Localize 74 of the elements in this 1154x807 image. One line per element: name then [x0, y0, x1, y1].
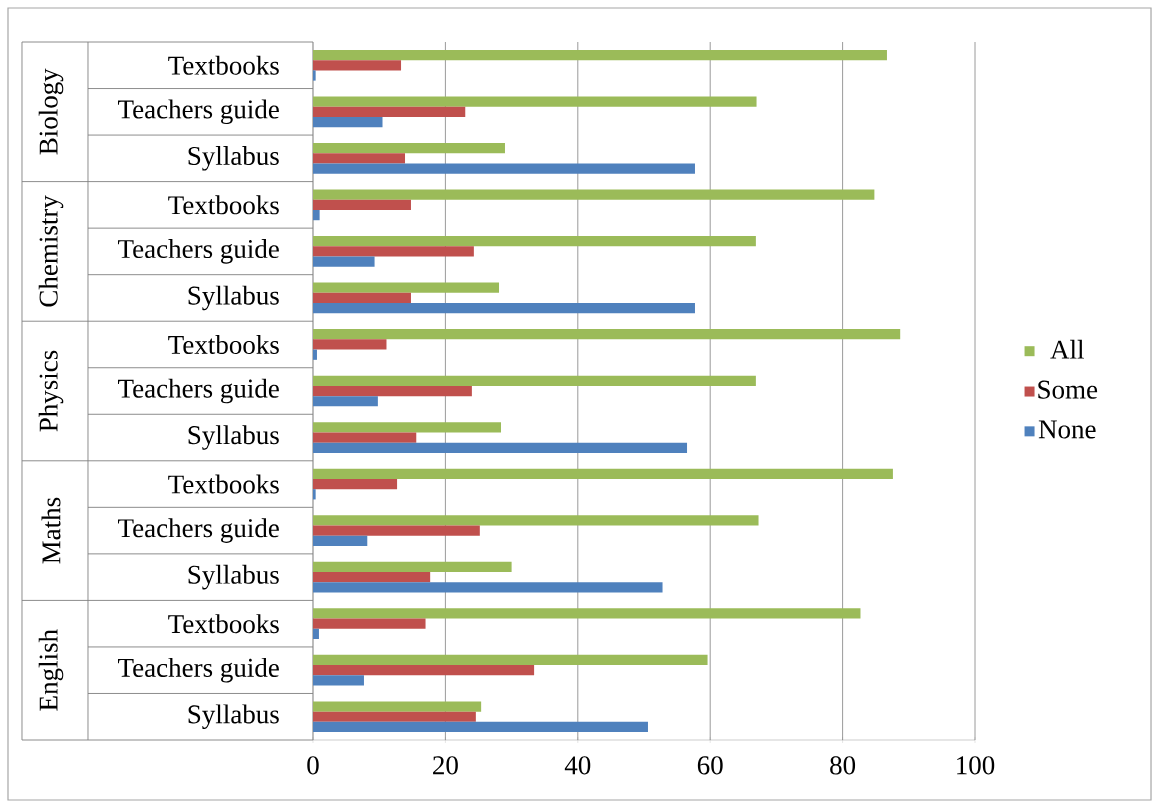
bar [313, 561, 512, 573]
text: English [38, 629, 64, 711]
bar [313, 106, 466, 117]
bar [313, 256, 375, 267]
y-tick-label: Syllabus [188, 564, 279, 590]
text: Maths [41, 497, 61, 564]
bar [313, 701, 482, 712]
y-tick-label: Textbooks [168, 195, 279, 215]
bar [313, 608, 861, 619]
x-tick-label: 20 [433, 756, 458, 775]
bar [313, 468, 893, 479]
bar [313, 396, 378, 407]
bar [313, 711, 476, 722]
bar [313, 236, 756, 247]
y-tick-label: Teachers guide [118, 99, 279, 125]
bar [313, 721, 648, 733]
bar [313, 665, 535, 676]
bar [313, 60, 402, 71]
text: Physics [38, 350, 64, 432]
bar [313, 49, 887, 61]
bar [313, 422, 502, 433]
bar [313, 385, 472, 397]
y-tick-label: Teachers guide [118, 239, 279, 264]
bar [313, 292, 411, 304]
legend-label: Some [1038, 380, 1098, 399]
y-tick-label: Syllabus [188, 285, 279, 311]
bar [313, 489, 316, 500]
bar [313, 535, 368, 546]
x-tick-label: 60 [697, 756, 723, 775]
bar [313, 675, 364, 686]
x-tick-label: 40 [564, 756, 591, 775]
y-tick-label: Teachers guide [118, 378, 279, 404]
bar [313, 246, 474, 257]
bar [313, 153, 406, 164]
y-tick-label: Syllabus [188, 704, 279, 730]
y-tick-label: Syllabus [188, 425, 279, 450]
bar [313, 329, 901, 340]
y-tick-label: Teachers guide [118, 657, 279, 683]
bar [313, 142, 505, 154]
text: Biology [38, 68, 64, 155]
bar [313, 572, 431, 583]
bar [313, 618, 426, 629]
legend-label: All [1050, 339, 1084, 359]
y-tick-label: Textbooks [168, 334, 279, 354]
bar [313, 199, 411, 210]
y-tick-label: Textbooks [168, 55, 279, 75]
bar [313, 628, 319, 640]
bar [313, 282, 500, 293]
bar [313, 96, 757, 107]
bar [313, 116, 383, 128]
x-tick-label: 80 [830, 756, 856, 775]
bar [313, 442, 688, 453]
bar [313, 478, 398, 490]
x-tick-label: 100 [957, 756, 995, 775]
bar [313, 303, 695, 314]
bar [313, 654, 708, 666]
bar [313, 189, 875, 200]
y-tick-label: Textbooks [168, 614, 279, 634]
bar [313, 349, 317, 360]
bar [313, 582, 663, 593]
bar [313, 339, 387, 350]
y-tick-label: Syllabus [188, 146, 279, 171]
text: Chemistry [38, 195, 64, 307]
bar [313, 515, 759, 526]
legend-label: None [1038, 420, 1096, 439]
x-tick-label: 0 [307, 756, 319, 775]
bar [313, 432, 417, 443]
y-tick-label: Textbooks [168, 474, 279, 494]
bar [313, 163, 695, 174]
bar [313, 375, 756, 386]
y-tick-label: Teachers guide [118, 518, 279, 543]
bar [313, 209, 320, 221]
bar [313, 525, 480, 536]
bar [313, 70, 316, 81]
